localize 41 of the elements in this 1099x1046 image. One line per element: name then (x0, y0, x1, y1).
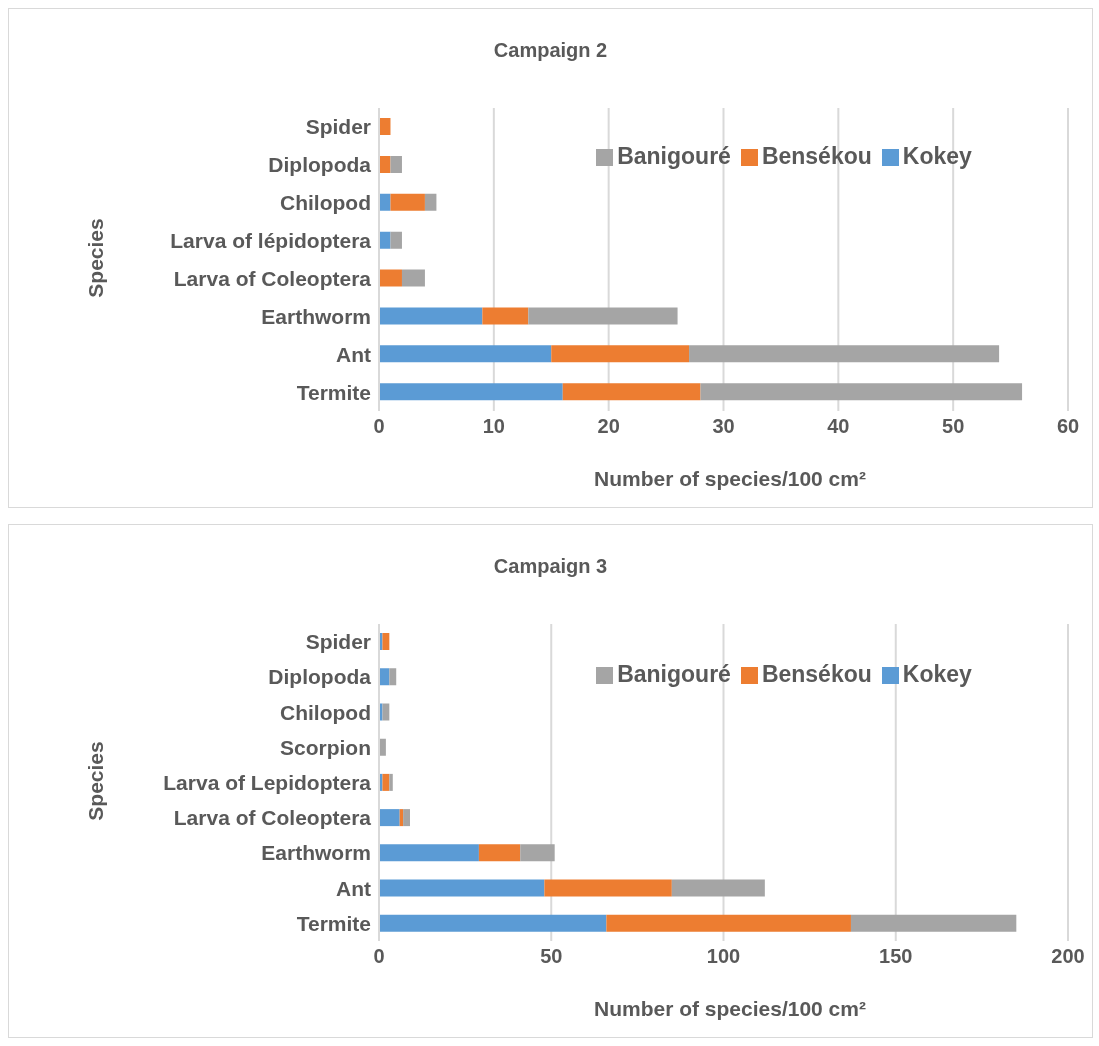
x-tick-label: 10 (482, 415, 505, 438)
x-axis-title: Number of species/100 cm² (593, 467, 867, 491)
x-tick-label: 40 (827, 415, 850, 438)
legend-label: Kokey (902, 142, 972, 169)
y-axis-title: Species (84, 218, 108, 298)
y-tick-label: Scorpion (279, 735, 371, 759)
x-tick-label: 100 (706, 945, 741, 968)
y-tick-label: Larva of Coleoptera (173, 266, 372, 290)
y-tick-label: Larva of lépidoptera (170, 229, 372, 253)
y-tick-label: Diplopoda (268, 153, 372, 177)
legend-label: Kokey (902, 660, 972, 687)
y-tick-label: Ant (336, 876, 371, 900)
legend-label: Bensékou (761, 142, 872, 169)
y-tick-label: Spider (305, 115, 371, 139)
y-axis-title: Species (84, 741, 108, 821)
y-tick-label: Chilopod (280, 191, 371, 215)
legend-label: Banigouré (617, 142, 731, 169)
y-tick-label: Earthworm (261, 304, 371, 328)
chart-title: Campaign 3 (492, 555, 609, 578)
x-tick-label: 50 (942, 415, 965, 438)
x-tick-label: 0 (373, 945, 385, 968)
y-tick-label: Chilopod (280, 700, 371, 724)
x-tick-label: 20 (597, 415, 620, 438)
y-tick-label: Larva of Coleoptera (173, 806, 372, 830)
legend-label: Bensékou (761, 660, 872, 687)
y-tick-label: Termite (296, 380, 371, 404)
y-tick-label: Larva of Lepidoptera (163, 770, 372, 794)
y-tick-label: Termite (296, 911, 371, 935)
chart-title: Campaign 2 (492, 39, 609, 62)
y-tick-label: Diplopoda (268, 665, 372, 689)
x-tick-label: 0 (373, 415, 385, 438)
x-tick-label: 50 (540, 945, 563, 968)
y-tick-label: Ant (336, 342, 371, 366)
x-tick-label: 150 (879, 945, 913, 968)
x-tick-label: 200 (1051, 945, 1085, 968)
y-tick-label: Spider (305, 630, 371, 654)
x-axis-title: Number of species/100 cm² (593, 997, 867, 1021)
x-tick-label: 60 (1056, 415, 1080, 438)
legend-label: Banigouré (617, 660, 731, 687)
x-tick-label: 30 (712, 415, 735, 438)
y-tick-label: Earthworm (261, 841, 371, 865)
